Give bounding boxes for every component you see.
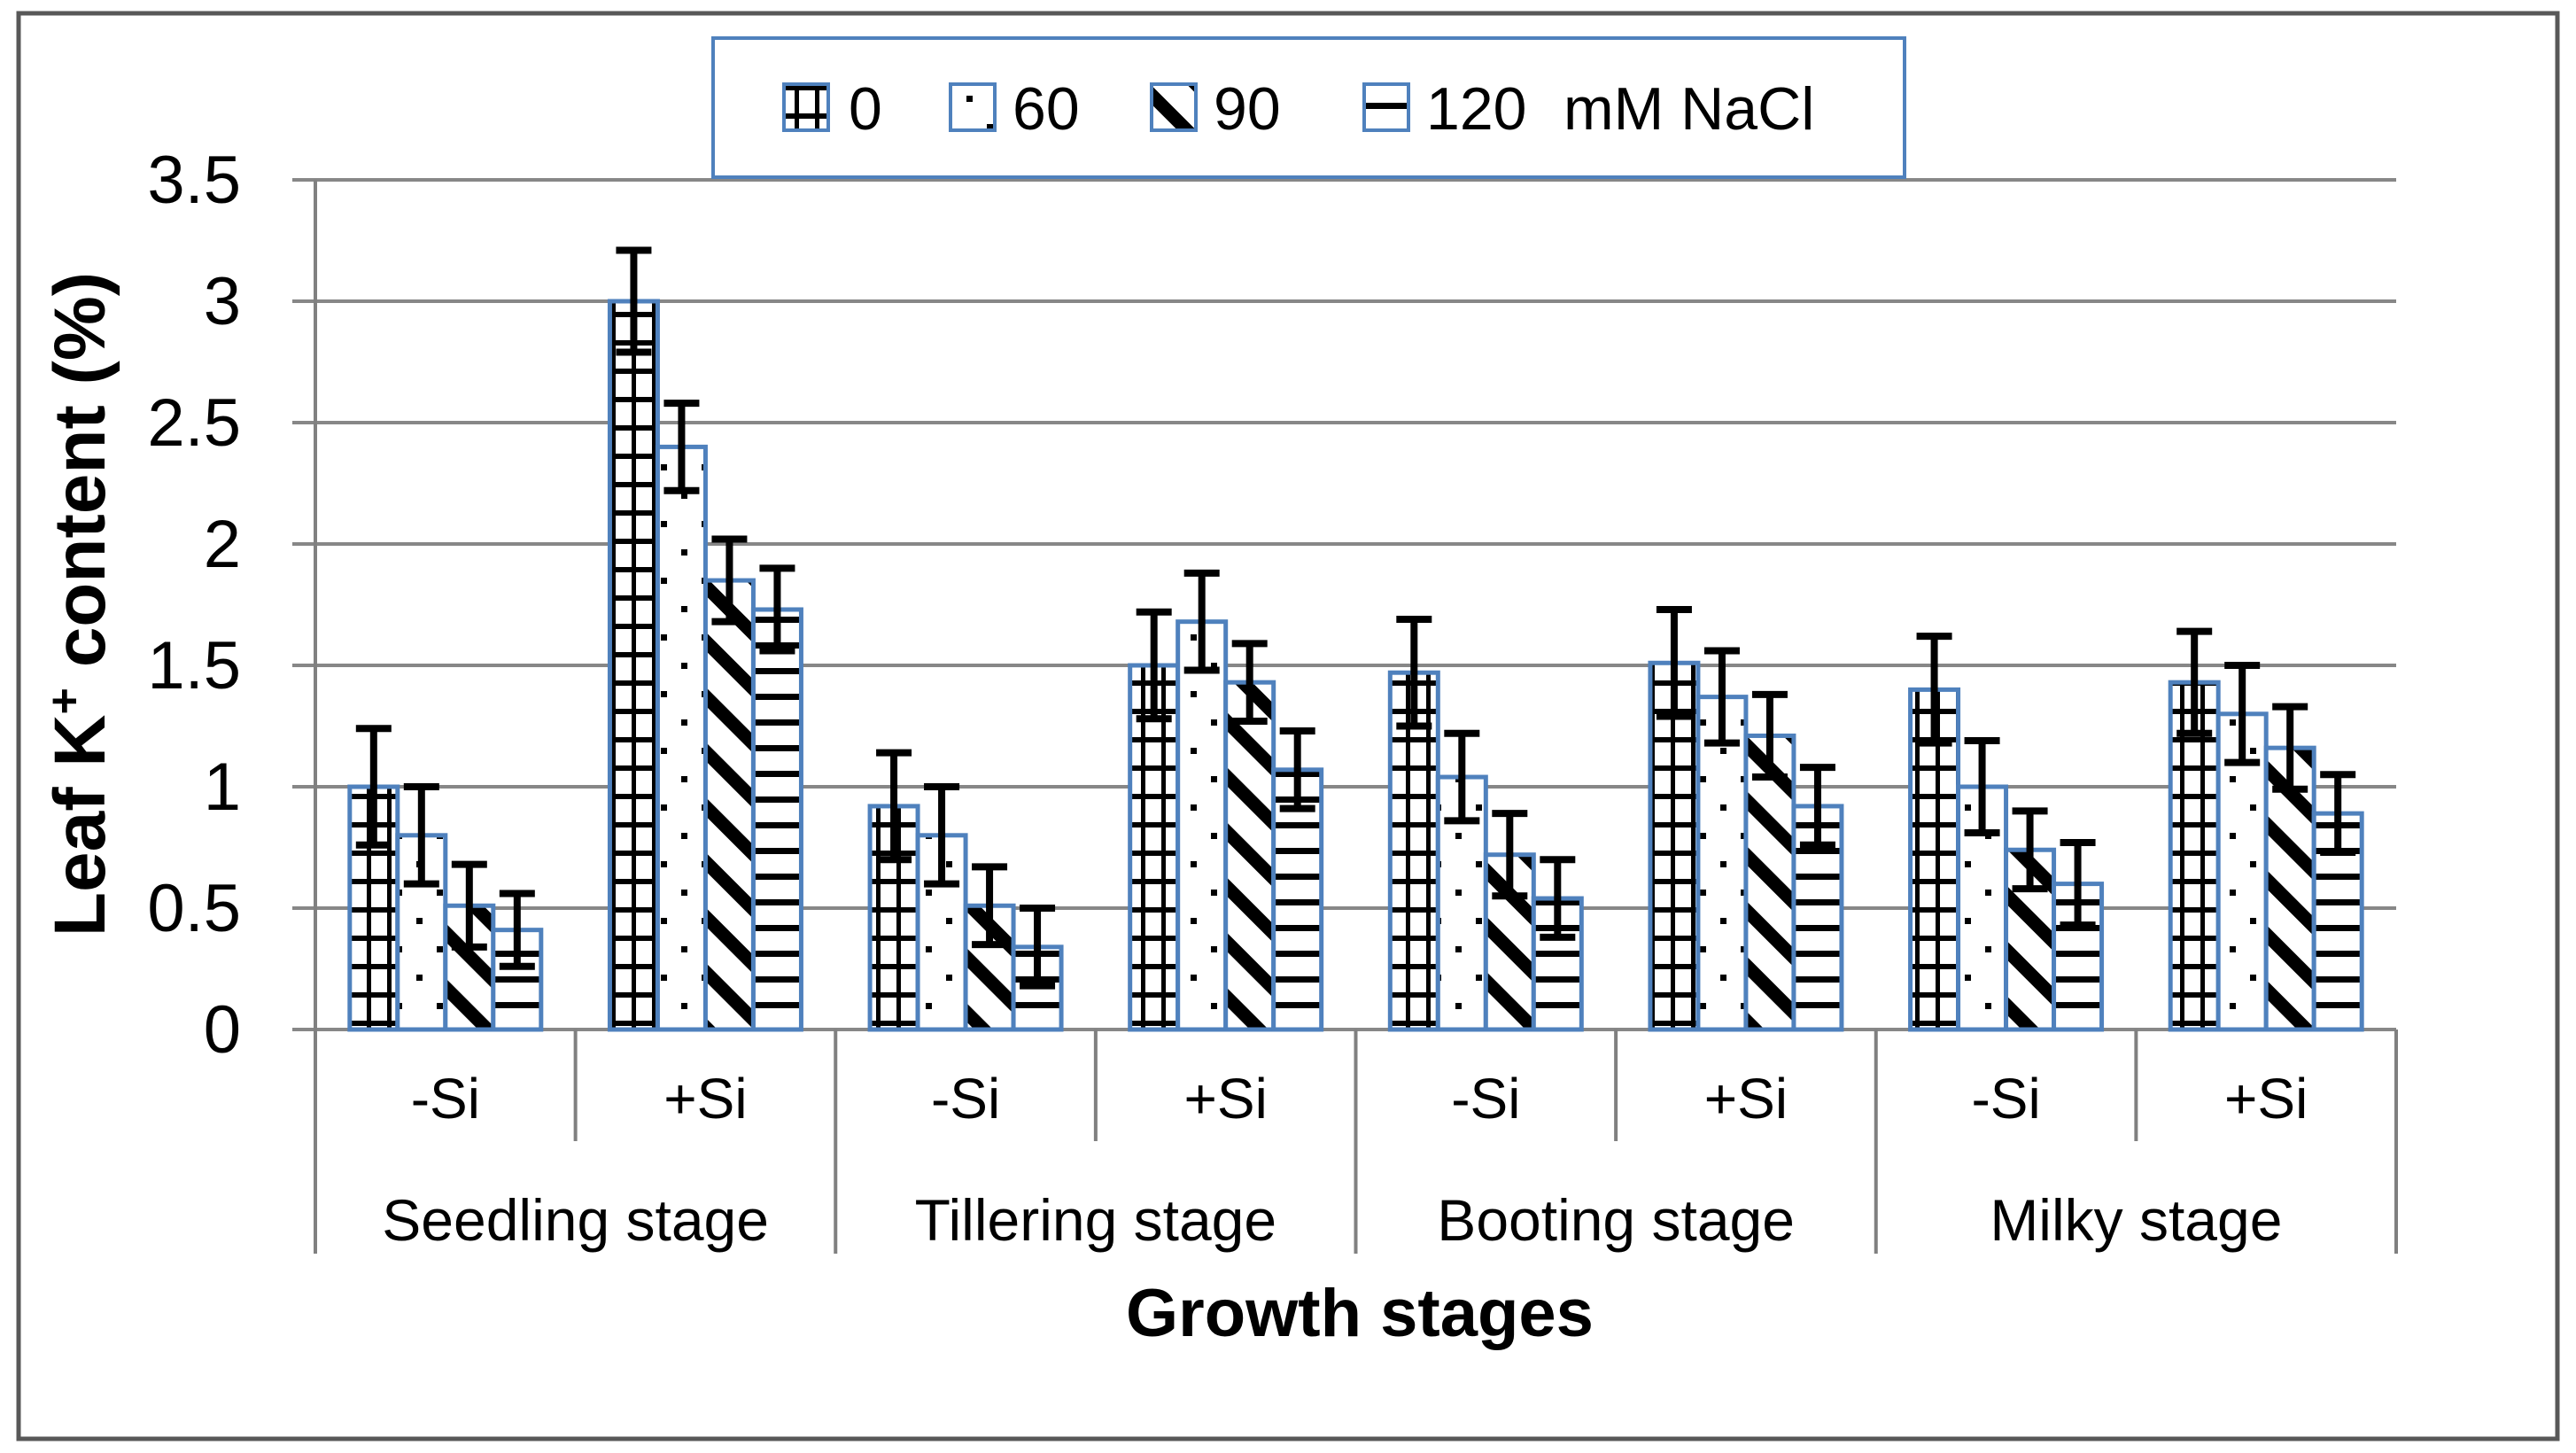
y-tick-label: 2 [204, 507, 241, 582]
error-bar [1020, 905, 1056, 990]
error-bar [451, 860, 487, 951]
si-label: -Si [411, 1067, 480, 1131]
error-bar [759, 564, 795, 655]
stage-label: Tillering stage [915, 1187, 1276, 1253]
error-bar [1964, 736, 2000, 837]
axes-layer [314, 180, 2398, 1254]
error-bar [1916, 633, 1952, 747]
legend-entry-label: 0 [849, 75, 882, 143]
legend: 0 60 90 120 mM NaCl [711, 36, 1906, 179]
error-bar [1231, 640, 1268, 726]
si-label: +Si [2224, 1067, 2308, 1131]
bar-60mM [655, 444, 708, 1032]
error-bar [1751, 690, 1788, 781]
error-bar [2224, 662, 2261, 766]
error-bar [663, 400, 700, 494]
error-bar [711, 535, 748, 625]
error-bar [876, 749, 912, 864]
error-bar [972, 863, 1008, 949]
stage-label: Seedling stage [382, 1187, 769, 1253]
x-axis-title: Growth stages [1126, 1276, 1594, 1351]
legend-box [711, 36, 1906, 179]
bar-90mM [702, 578, 756, 1032]
error-bar [1492, 810, 1528, 900]
y-tick-label: 1.5 [147, 628, 241, 703]
bar-120mM [750, 607, 803, 1032]
error-bars-layer [355, 246, 2356, 990]
error-bar [2176, 627, 2213, 737]
legend-swatch-diagonal [1150, 82, 1198, 132]
error-bar [1799, 764, 1835, 849]
legend-entry-label: 90 [1214, 75, 1281, 143]
y-tick-label: 3.5 [147, 143, 241, 218]
error-bar [1656, 605, 1692, 720]
y-axis-title-text: Leaf K+ content (%) [39, 272, 120, 936]
legend-entry-label: 60 [1013, 75, 1080, 143]
error-bar [1279, 726, 1315, 812]
bar-90mM [1223, 680, 1276, 1032]
bar-0mM [607, 299, 660, 1032]
legend-swatch-grid [782, 82, 830, 132]
si-label: +Si [663, 1067, 747, 1131]
y-tick-label: 0.5 [147, 871, 241, 946]
error-bar [1703, 647, 1740, 747]
legend-swatch-hlines [1362, 82, 1410, 132]
axis-labels-layer: 0 0.5 1 1.5 2 2.5 3 3.5 -Si +Si -Si +Si -Si +Si -Si +Si… [147, 143, 2308, 1253]
legend-items: 0 60 90 120 [782, 75, 1526, 143]
bar-60mM [1695, 695, 1749, 1032]
error-bar [1540, 856, 1576, 941]
y-tick-label: 1 [204, 750, 241, 825]
bar-90mM [1483, 852, 1536, 1032]
si-label: +Si [1704, 1067, 1788, 1131]
y-tick-label: 0 [204, 992, 241, 1068]
y-axis-title: Leaf K+ content (%) [39, 272, 120, 936]
y-tick-label: 3 [204, 264, 241, 339]
si-label: -Si [931, 1067, 1000, 1131]
bar-60mM [1175, 619, 1229, 1032]
error-bar [355, 725, 392, 849]
stage-label: Booting stage [1437, 1187, 1795, 1253]
legend-entry-label: 120 [1426, 75, 1526, 143]
error-bar [2320, 771, 2356, 856]
error-bar [1396, 615, 1432, 730]
error-bar [1136, 608, 1172, 723]
stage-label: Milky stage [1990, 1187, 2282, 1253]
si-label: -Si [1971, 1067, 2040, 1131]
error-bar [1444, 729, 1480, 825]
bar-120mM [1271, 767, 1324, 1032]
si-label: +Si [1184, 1067, 1268, 1131]
error-bar [2272, 703, 2308, 793]
si-label: -Si [1451, 1067, 1520, 1131]
error-bar [616, 246, 652, 356]
legend-swatch-dots [949, 82, 997, 132]
legend-suffix-label: mM NaCl [1563, 75, 1814, 143]
error-bar [499, 890, 535, 970]
error-bar [403, 783, 439, 888]
error-bar [924, 783, 960, 888]
error-bar [2012, 807, 2048, 893]
figure-border [16, 11, 2560, 1441]
y-tick-label: 2.5 [147, 385, 241, 461]
error-bar [1183, 569, 1220, 674]
error-bar [2060, 839, 2096, 929]
